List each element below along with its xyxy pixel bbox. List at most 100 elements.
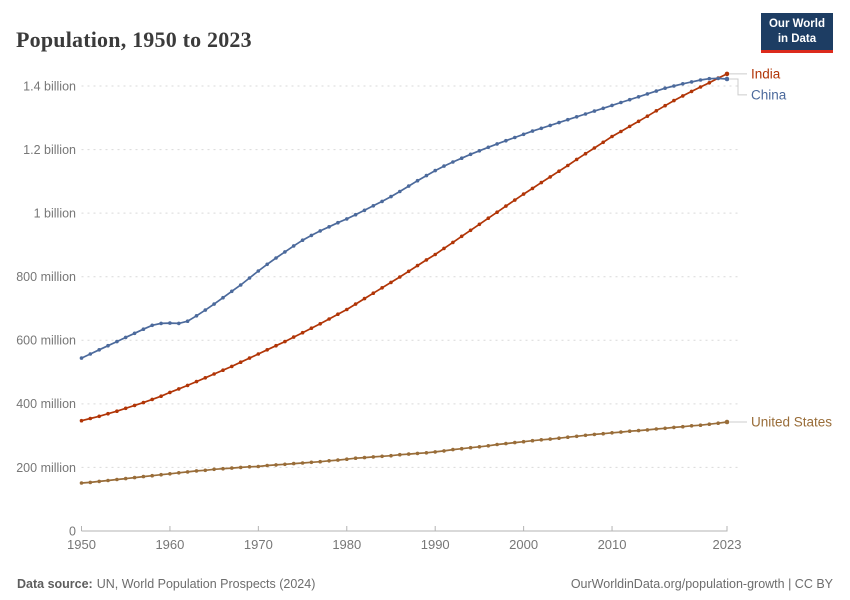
data-point[interactable]: [300, 238, 305, 242]
data-point[interactable]: [309, 460, 314, 465]
data-point[interactable]: [291, 461, 296, 466]
series-markers-united-states[interactable]: [79, 419, 730, 485]
data-point[interactable]: [168, 321, 172, 325]
data-point[interactable]: [309, 233, 314, 238]
data-point[interactable]: [79, 481, 84, 485]
data-point[interactable]: [513, 135, 517, 140]
data-point[interactable]: [247, 465, 252, 469]
data-point[interactable]: [398, 275, 402, 279]
data-point[interactable]: [698, 85, 703, 89]
data-point[interactable]: [424, 258, 429, 262]
data-point[interactable]: [336, 220, 340, 225]
data-point[interactable]: [97, 414, 101, 419]
data-point[interactable]: [681, 424, 685, 429]
data-point[interactable]: [291, 244, 296, 248]
data-point[interactable]: [707, 81, 712, 85]
data-point[interactable]: [424, 173, 429, 178]
data-point[interactable]: [468, 228, 473, 233]
data-point[interactable]: [79, 356, 84, 360]
data-point[interactable]: [150, 473, 154, 478]
data-point[interactable]: [566, 163, 570, 168]
data-point[interactable]: [159, 472, 163, 477]
data-point[interactable]: [592, 432, 597, 437]
data-point[interactable]: [654, 89, 659, 93]
data-point[interactable]: [681, 82, 685, 86]
data-point[interactable]: [274, 463, 278, 467]
data-point[interactable]: [539, 180, 544, 185]
data-point[interactable]: [601, 431, 605, 436]
data-point[interactable]: [123, 406, 128, 411]
data-point[interactable]: [115, 409, 119, 414]
data-point[interactable]: [327, 459, 331, 463]
data-point[interactable]: [627, 429, 632, 434]
data-point[interactable]: [203, 308, 208, 312]
series-markers-india[interactable]: [79, 71, 730, 423]
data-point[interactable]: [636, 119, 641, 124]
data-point[interactable]: [88, 416, 93, 421]
data-point[interactable]: [451, 240, 455, 245]
data-point[interactable]: [123, 335, 128, 340]
data-point[interactable]: [177, 471, 181, 475]
data-point[interactable]: [468, 152, 473, 157]
data-point[interactable]: [654, 109, 659, 113]
data-point[interactable]: [247, 356, 252, 360]
data-point[interactable]: [309, 326, 314, 331]
data-point[interactable]: [212, 467, 216, 472]
data-point[interactable]: [627, 97, 632, 102]
data-point[interactable]: [442, 246, 446, 251]
data-point[interactable]: [371, 455, 376, 459]
data-point[interactable]: [451, 447, 455, 452]
data-point[interactable]: [389, 194, 393, 199]
data-point[interactable]: [504, 204, 508, 208]
data-point[interactable]: [353, 302, 358, 306]
data-point[interactable]: [238, 360, 243, 365]
data-point[interactable]: [557, 436, 561, 441]
data-point[interactable]: [247, 276, 252, 280]
data-point[interactable]: [601, 140, 605, 145]
data-point[interactable]: [230, 289, 234, 294]
data-point[interactable]: [557, 120, 561, 125]
data-point[interactable]: [283, 339, 287, 344]
data-point[interactable]: [654, 427, 659, 431]
data-point[interactable]: [168, 390, 172, 395]
data-point[interactable]: [336, 312, 340, 317]
data-point[interactable]: [177, 387, 181, 391]
data-point[interactable]: [433, 450, 438, 454]
data-point[interactable]: [345, 217, 349, 221]
data-point[interactable]: [707, 422, 712, 427]
data-point[interactable]: [380, 454, 384, 459]
data-point[interactable]: [362, 455, 367, 460]
data-point[interactable]: [566, 117, 570, 122]
data-point[interactable]: [672, 425, 676, 430]
data-point[interactable]: [132, 331, 137, 336]
data-point[interactable]: [645, 114, 650, 118]
data-point[interactable]: [477, 222, 482, 227]
data-point[interactable]: [477, 445, 482, 449]
data-point[interactable]: [583, 433, 588, 438]
data-point[interactable]: [636, 428, 641, 433]
data-point[interactable]: [592, 109, 597, 113]
data-point[interactable]: [106, 478, 110, 483]
data-point[interactable]: [300, 461, 305, 465]
data-point[interactable]: [548, 437, 552, 441]
data-point[interactable]: [610, 134, 614, 139]
data-point[interactable]: [79, 418, 84, 423]
data-point[interactable]: [106, 411, 110, 416]
data-point[interactable]: [362, 208, 367, 213]
data-point[interactable]: [672, 98, 676, 103]
series-line-china[interactable]: [81, 77, 728, 359]
data-point[interactable]: [230, 466, 234, 470]
data-point[interactable]: [672, 84, 676, 88]
data-point[interactable]: [574, 434, 579, 439]
data-point[interactable]: [663, 426, 667, 431]
data-point[interactable]: [707, 76, 712, 81]
data-point[interactable]: [389, 453, 393, 458]
data-point[interactable]: [106, 343, 110, 348]
data-point[interactable]: [530, 186, 535, 191]
data-point[interactable]: [115, 339, 119, 344]
data-point[interactable]: [610, 431, 614, 435]
data-point[interactable]: [230, 364, 234, 369]
data-point[interactable]: [398, 189, 402, 194]
data-point[interactable]: [353, 212, 358, 217]
data-point[interactable]: [380, 286, 384, 290]
